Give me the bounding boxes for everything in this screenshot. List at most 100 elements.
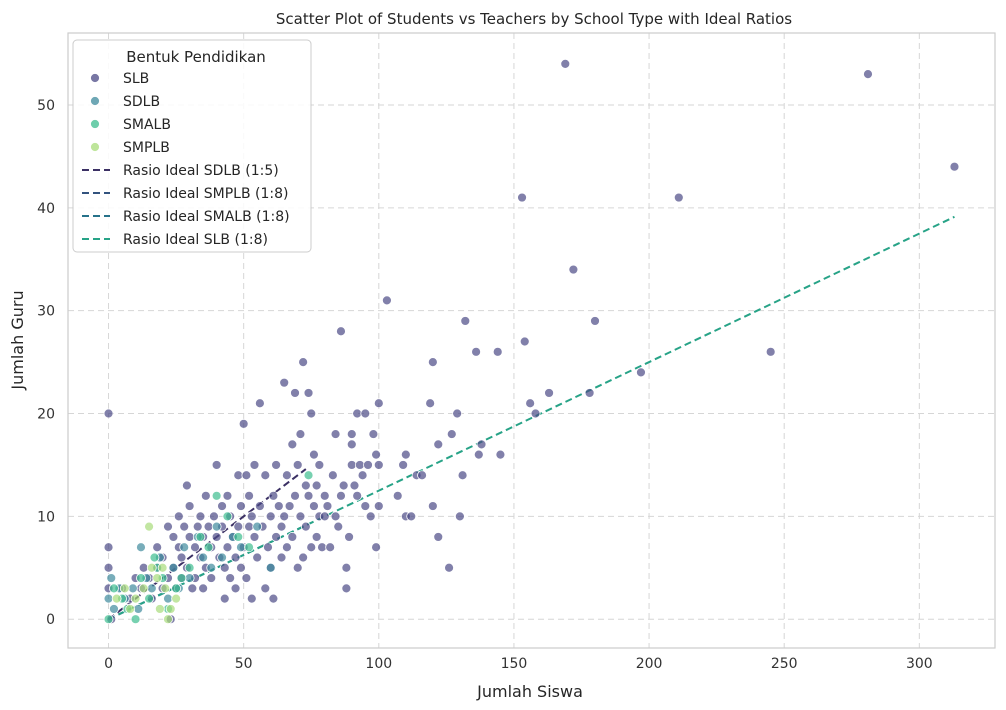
data-point xyxy=(246,593,257,604)
data-point xyxy=(476,439,487,450)
data-point xyxy=(360,501,371,511)
data-point xyxy=(249,460,260,470)
data-point xyxy=(276,552,287,563)
data-point xyxy=(354,460,365,470)
data-point xyxy=(203,521,214,532)
data-point xyxy=(360,408,371,419)
data-point xyxy=(290,490,300,501)
data-point xyxy=(863,69,873,80)
data-point xyxy=(371,449,381,460)
data-point xyxy=(311,480,322,491)
y-tick-label: 20 xyxy=(37,407,55,423)
data-point xyxy=(368,429,379,439)
data-point xyxy=(273,501,284,511)
data-point xyxy=(252,552,263,563)
data-point xyxy=(311,532,322,542)
data-point xyxy=(279,511,290,522)
data-point xyxy=(111,593,122,604)
data-point xyxy=(382,295,392,306)
x-tick-label: 150 xyxy=(501,656,528,672)
data-point xyxy=(268,593,279,604)
y-tick-label: 30 xyxy=(37,304,55,320)
legend-marker xyxy=(90,119,100,129)
x-tick-label: 50 xyxy=(235,656,253,672)
data-point xyxy=(330,429,341,439)
data-point xyxy=(136,573,146,583)
data-point xyxy=(252,521,263,532)
legend-label: SMALB xyxy=(123,117,171,133)
data-point xyxy=(146,562,157,573)
data-point xyxy=(346,460,357,470)
data-point xyxy=(406,511,417,522)
data-point xyxy=(233,521,244,532)
data-point xyxy=(287,532,298,542)
data-point xyxy=(127,583,138,594)
data-point xyxy=(103,614,114,625)
data-point xyxy=(352,408,363,419)
data-point xyxy=(471,346,481,357)
data-point xyxy=(346,439,357,450)
data-point xyxy=(373,398,384,409)
data-point xyxy=(244,521,254,532)
data-point xyxy=(525,398,536,409)
data-point xyxy=(260,470,271,481)
data-point xyxy=(495,449,506,460)
data-point xyxy=(590,316,600,326)
data-point xyxy=(454,511,465,522)
data-point xyxy=(371,542,381,553)
data-point xyxy=(119,583,130,594)
data-point xyxy=(130,614,141,625)
data-point xyxy=(306,408,317,419)
data-point xyxy=(325,542,336,553)
data-point xyxy=(209,511,219,522)
data-point xyxy=(433,532,444,542)
data-point xyxy=(254,398,265,409)
data-point xyxy=(198,583,209,594)
data-point xyxy=(765,346,776,357)
data-point xyxy=(271,460,282,470)
y-tick-label: 40 xyxy=(37,201,55,217)
data-point xyxy=(319,511,330,522)
data-point xyxy=(560,58,571,69)
data-point xyxy=(249,532,260,542)
data-point xyxy=(268,490,279,501)
x-tick-label: 0 xyxy=(104,656,113,672)
legend-label: Rasio Ideal SMPLB (1:8) xyxy=(123,186,288,202)
data-point xyxy=(192,521,203,532)
data-point xyxy=(584,388,595,398)
data-point xyxy=(173,511,184,522)
data-point xyxy=(265,562,276,573)
data-point xyxy=(373,501,384,511)
data-point xyxy=(236,542,246,553)
data-point xyxy=(265,511,276,522)
data-point xyxy=(138,583,149,594)
data-point xyxy=(457,470,468,481)
data-point xyxy=(138,562,149,573)
data-point xyxy=(176,552,187,563)
data-point xyxy=(303,470,314,481)
data-point xyxy=(473,449,484,460)
data-point xyxy=(184,573,195,583)
y-tick-label: 50 xyxy=(37,98,55,114)
legend-marker xyxy=(90,73,100,83)
data-point xyxy=(290,388,300,398)
data-point xyxy=(341,583,352,594)
data-point xyxy=(195,532,206,542)
data-point xyxy=(206,562,217,573)
data-point xyxy=(295,511,306,522)
y-tick-label: 10 xyxy=(37,509,55,525)
x-tick-label: 200 xyxy=(636,656,663,672)
data-point xyxy=(184,562,195,573)
x-axis-ticks: 0 50 100 150 200 250 300 xyxy=(104,656,933,672)
data-point xyxy=(244,490,254,501)
data-point xyxy=(157,562,168,573)
data-point xyxy=(949,161,960,172)
data-point xyxy=(236,501,246,511)
data-point xyxy=(144,521,154,532)
data-point xyxy=(152,542,163,553)
data-point xyxy=(154,604,165,614)
data-point xyxy=(211,460,222,470)
data-point xyxy=(241,573,252,583)
data-point xyxy=(446,429,457,439)
data-point xyxy=(222,542,233,553)
